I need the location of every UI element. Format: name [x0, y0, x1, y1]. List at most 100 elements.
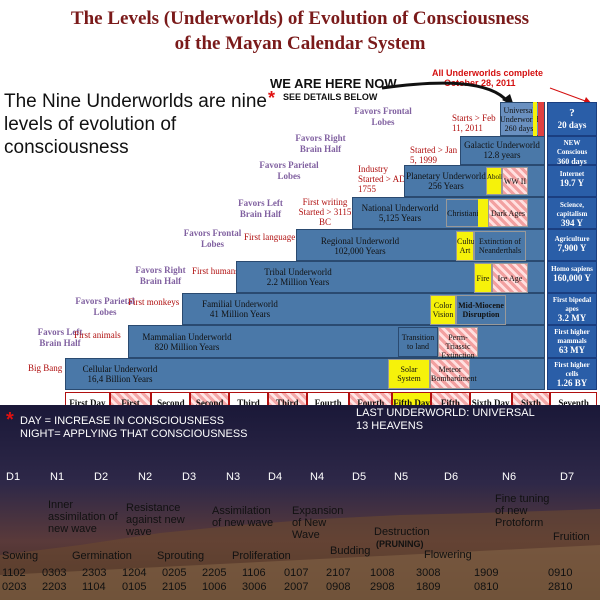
event-first-language: First language	[244, 232, 296, 242]
code-end: 1006	[202, 581, 227, 593]
event-culture-art: Culture Art	[456, 231, 481, 261]
event-first-monkeys: First monkeys	[128, 297, 180, 307]
universal-yellow-strip	[533, 102, 537, 136]
event-starts-2011: Starts > Feb 11, 2011	[452, 113, 496, 133]
event-first-animals: First animals	[74, 330, 121, 340]
phase-budding: Budding	[330, 545, 371, 557]
code-start: 1008	[370, 567, 395, 579]
event-fire: Fire	[474, 263, 492, 293]
phase-inner: Inner assimilation of new wave	[48, 499, 118, 535]
code-start: 1102	[2, 567, 26, 579]
code-start: 3008	[416, 567, 441, 579]
event-meteor-bombardment: Meteor Bombardment	[430, 359, 477, 389]
phase-fruition: Fruition	[553, 531, 590, 543]
heaven-header: N6	[502, 471, 517, 483]
favors-label: Favors Parietal Lobes	[259, 160, 319, 181]
code-end: 2908	[370, 581, 395, 593]
phase-destruction: Destruction	[374, 526, 430, 538]
phase-sprouting: Sprouting	[157, 550, 205, 562]
phase-expansion: Expansion of New Wave	[292, 505, 344, 541]
event-dark-ages: Dark Ages	[488, 199, 528, 227]
christianity-yellow-strip	[478, 199, 488, 227]
heaven-header: D5	[352, 471, 367, 483]
right-cell: Internet 19.7 Y	[547, 165, 597, 197]
red-star-icon: *	[268, 88, 276, 108]
legend-night: NIGHT= APPLYING THAT CONSCIOUSNESS	[20, 428, 248, 440]
page-title-line2: of the Mayan Calendar System	[174, 33, 426, 54]
right-column: ? 20 days NEW Conscious 360 days Internet 1…	[547, 102, 597, 390]
phase-fine-tuning: Fine tuning of new Protoform	[495, 493, 550, 529]
code-start: 0910	[548, 567, 573, 579]
event-started-1999: Started > Jan 5, 1999	[410, 145, 458, 165]
event-transition-to-land: Transition to land	[398, 327, 438, 357]
heavens-panel: * DAY = INCREASE IN CONSCIOUSNESS NIGHT=…	[0, 405, 600, 600]
code-end: 0203	[2, 581, 27, 593]
phase-proliferation: Proliferation	[232, 550, 291, 562]
underworld-label: Familial Underworld 41 Million Years	[202, 299, 278, 319]
event-perm-triassic: Perm-Triassic Extinction	[438, 327, 478, 360]
red-star-icon: *	[6, 409, 14, 431]
code-end: 2203	[42, 581, 67, 593]
heaven-header: D2	[94, 471, 109, 483]
all-complete-label: All Underworlds complete October 28, 201…	[432, 68, 543, 88]
heaven-header: D6	[444, 471, 459, 483]
right-cell: Homo sapiens 160,000 Y	[547, 261, 597, 293]
code-start: 0303	[42, 567, 67, 579]
favors-label: Favors Frontal Lobes	[354, 106, 412, 127]
universal-red-strip	[538, 102, 544, 136]
heaven-header: D7	[560, 471, 575, 483]
code-start: 2205	[202, 567, 227, 579]
phase-sowing: Sowing	[2, 550, 39, 562]
favors-label: Favors Right Brain Half	[295, 133, 346, 154]
right-cell: First bipedal apes 3.2 MY	[547, 293, 597, 325]
underworld-label: Mammalian Underworld 820 Million Years	[142, 332, 232, 352]
underworld-bar-universal	[500, 102, 545, 136]
favors-label: Favors Parietal Lobes	[75, 296, 135, 317]
favors-label: Favors Left Brain Half	[37, 327, 83, 348]
heaven-header: N4	[310, 471, 325, 483]
we-are-here-label: WE ARE HERE NOW	[270, 76, 397, 91]
code-start: 2107	[326, 567, 351, 579]
stairs-background-icon	[0, 509, 600, 600]
event-first-humans: First humans	[192, 266, 239, 276]
right-cell: ? 20 days	[547, 102, 597, 136]
phase-germination: Germination	[72, 550, 132, 562]
code-end: 2007	[284, 581, 309, 593]
code-end: 0908	[326, 581, 351, 593]
event-ice-age: Ice Age	[492, 263, 528, 293]
right-cell: NEW Conscious 360 days	[547, 136, 597, 166]
heaven-header: N1	[50, 471, 65, 483]
code-end: 1809	[416, 581, 441, 593]
phase-assimilation: Assimilation of new wave	[212, 505, 274, 529]
code-end: 2105	[162, 581, 187, 593]
code-end: 0810	[474, 581, 499, 593]
favors-label: Favors Left Brain Half	[238, 198, 283, 219]
right-cell: Science, capitalism 394 Y	[547, 197, 597, 229]
heaven-header: N5	[394, 471, 409, 483]
all-complete-line2: October 28, 2011	[444, 78, 516, 88]
thirteen-heavens-label: 13 HEAVENS	[356, 420, 424, 432]
phase-resistance: Resistance against new wave	[126, 502, 185, 538]
right-cell: First higher mammals 63 MY	[547, 325, 597, 358]
underworld-label: Cellular Underworld 16,4 Billion Years	[82, 364, 158, 384]
event-big-bang: Big Bang	[28, 363, 63, 373]
code-end: 3006	[242, 581, 267, 593]
event-abolition: Abolition	[486, 167, 514, 195]
event-color-vision: Color Vision	[430, 295, 456, 325]
code-end: 0105	[122, 581, 147, 593]
underworld-label: Tribal Underworld 2.2 Million Years	[264, 267, 332, 287]
heaven-header: D1	[6, 471, 21, 483]
see-details-label: SEE DETAILS BELOW	[283, 92, 378, 102]
favors-label: Favors Right Brain Half	[135, 265, 186, 286]
code-start: 1909	[474, 567, 499, 579]
underworld-label: National Underworld 5,125 Years	[361, 203, 439, 223]
event-mid-miocene: Mid-Miocene Disruption	[456, 295, 506, 325]
code-start: 2303	[82, 567, 107, 579]
code-end: 2810	[548, 581, 573, 593]
code-start: 1204	[122, 567, 147, 579]
code-start: 0107	[284, 567, 309, 579]
underworld-label: Regional Underworld 102,000 Years	[320, 236, 400, 256]
last-underworld-label: LAST UNDERWORLD: UNIVERSAL	[356, 407, 535, 419]
event-ww2: WW II	[502, 167, 528, 195]
code-start: 1106	[242, 567, 266, 579]
